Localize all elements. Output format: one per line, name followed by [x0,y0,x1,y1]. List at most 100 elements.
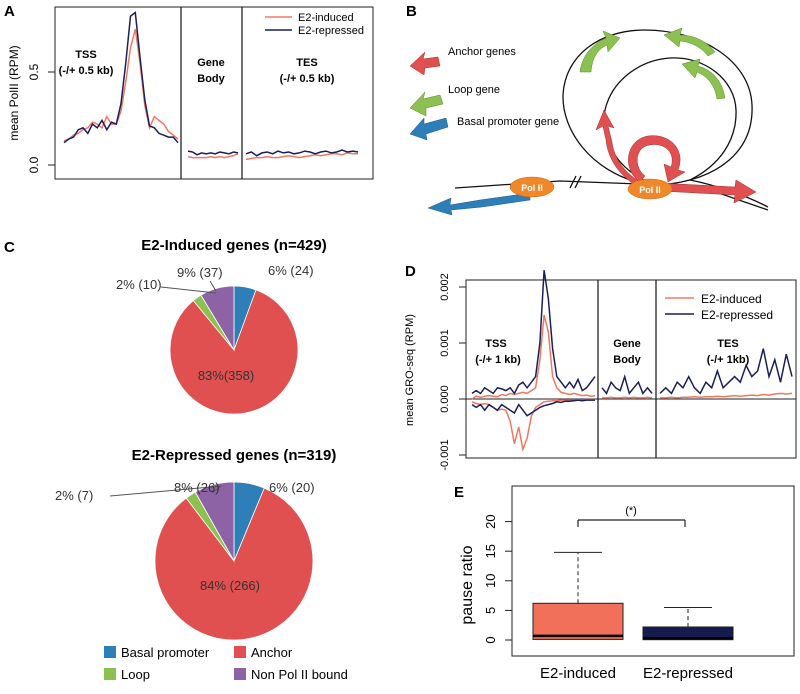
panel-a-series-induced-body [187,153,239,159]
panel-d-series-repressed-tss-sense [471,270,596,395]
panel-letter-a: A [4,3,15,20]
panel-a-series-induced-tes [245,152,358,161]
pie-legend: Basal promoter Anchor Loop Non Pol II bo… [104,645,348,682]
panel-e-category-1: E2-repressed [643,665,733,682]
legend-basal-swatch [104,646,116,658]
panel-a-ytick-label-0: 0.0 [27,156,41,173]
pol-ii-left [509,176,555,198]
box-repressed [642,626,734,641]
pie1-label-loop: 2% (10) [116,277,162,292]
box-induced [532,602,624,640]
panel-d-series-repressed-tss-antisense [471,399,595,417]
panel-d-ylabel: mean GRO-seq (RPM) [404,314,416,426]
legend-anchor-label: Anchor genes [448,46,516,58]
anchor-arrow-up [595,109,641,186]
pie1-leader-3 [209,280,217,292]
pol-ii-anchor [627,178,673,200]
pie1-chart: 6% (24) 83%(358) 2% (10) 9% (37) [116,263,314,415]
pie2-label-loop: 2% (7) [55,488,93,503]
panel-d-chart: mean GRO-seq (RPM) -0.001 0.000 0.001 0.002… [404,270,797,471]
panel-letter-b: B [406,3,417,20]
pol-ii-anchor-label: Pol II [639,185,661,195]
pie1-label-anchor: 83%(358) [198,368,254,383]
panel-d-series-repressed-body [601,373,653,396]
pie2-label-non-pol-ii-bound: 8% (26) [174,480,220,495]
legend-nonpol-swatch [234,668,246,680]
panel-a-chart: mean PolII (RPM) 0.0 0.5 TSS (-/+ 0.5 kb… [7,6,374,180]
panel-d-series-induced-body [602,396,653,399]
panel-d-ytick-label-2: 0.001 [439,329,451,357]
outer-chromatin-loop [562,29,753,186]
pie2-slice-anchor [154,487,314,641]
panel-d-tes-label-line2: (-/+ 1kb) [707,354,750,366]
pie2-chart: 6% (20) 84% (266) 2% (7) 8% (26) [55,480,315,641]
dna-strand [454,180,769,211]
panel-b-diagram: Anchor genes Loop gene Basal promoter ge… [409,27,769,216]
pie1-title: E2-Induced genes (n=429) [141,237,326,254]
panel-d-tss-label-line1: TSS [485,338,506,350]
pie1-label-non-pol-ii-bound: 9% (37) [177,265,223,280]
panel-a-tss-label-line2: (-/+ 0.5 kb) [59,65,114,77]
panel-d-ytick-label-3: 0.002 [439,273,451,301]
panel-d-series-induced-tss-antisense [471,398,595,453]
legend-basal-arrow [409,117,449,141]
dna-break-mark-1 [569,175,577,189]
legend-anchor-text: Anchor [251,645,293,660]
pie1-slice-non-pol-ii-bound [200,285,235,352]
panel-a-series-induced-tss [63,29,179,142]
panel-d-body-label-line2: Body [613,354,641,366]
basal-promoter-arrow [427,192,531,216]
panel-letter-d: D [405,263,416,280]
panel-a-frame [54,6,374,180]
anchor-arrow-right [659,179,757,204]
panel-a-body-label-line1: Gene [197,57,225,69]
panel-d-legend-repressed: E2-repressed [701,308,773,322]
legend-anchor-arrow [409,51,441,76]
panel-d-ytick-label-1: 0.000 [439,385,451,413]
pie2-label-anchor: 84% (266) [200,578,260,593]
panel-a-series-repressed-tes [245,149,359,157]
panel-e-ytick-label-1: 5 [483,607,498,614]
legend-basal-label: Basal promoter gene [457,116,559,128]
pie2-leader-3 [211,486,221,494]
panel-a-tes-label-line1: TES [296,57,317,69]
panel-e-ytick-label-2: 10 [483,574,498,588]
panel-e-frame [511,485,795,657]
panel-e-chart: pause ratio 0 5 10 15 20 (*) E2-induced E2-r… [459,485,795,682]
legend-loop-label: Loop gene [448,84,500,96]
panel-e-ylabel: pause ratio [459,545,476,624]
panel-d-series-induced-tes [660,392,793,399]
panel-a-body-label-line2: Body [197,73,225,85]
loop-gene-arrow-2 [663,27,716,57]
panel-a-legend-induced: E2-induced [298,12,354,24]
panel-a-ylabel: mean PolII (RPM) [7,45,21,140]
panel-letter-e: E [454,484,464,501]
legend-loop-swatch [104,668,116,680]
panel-d-tss-label-line2: (-/+ 1 kb) [475,354,521,366]
legend-loop-arrow [409,91,444,117]
pie2-slice-non-pol-ii-bound [194,481,235,563]
panel-a-ytick-label-1: 0.5 [27,63,41,80]
panel-a-tes-label-line2: (-/+ 0.5 kb) [280,73,335,85]
panel-d-body-label-line1: Gene [613,338,641,350]
legend-nonpol-text: Non Pol II bound [251,667,348,682]
panel-d-series-repressed-tes [659,348,793,395]
pie1-leader-2 [160,286,217,294]
panel-e-ytick-label-0: 0 [483,636,498,643]
loop-gene-arrow-3 [681,58,726,100]
panel-e-ytick-label-4: 20 [483,514,498,528]
legend-anchor-swatch [234,646,246,658]
loop-gene-arrow-1 [579,30,621,73]
panel-e-category-0: E2-induced [540,665,616,682]
dna-break-mark-2 [574,175,582,189]
panel-d-frame [465,279,797,459]
panel-a-series-repressed-tss [63,11,179,144]
anchor-arrow-curl [628,135,686,183]
panel-d-series-induced-tss-sense [471,314,596,400]
pie1-label-basal-promoter: 6% (24) [268,263,314,278]
panel-e-ytick-label-3: 15 [483,544,498,558]
pie2-label-basal-promoter: 6% (20) [269,480,315,495]
panel-d-ytick-label-0: -0.001 [439,439,451,470]
legend-basal-text: Basal promoter [121,645,210,660]
